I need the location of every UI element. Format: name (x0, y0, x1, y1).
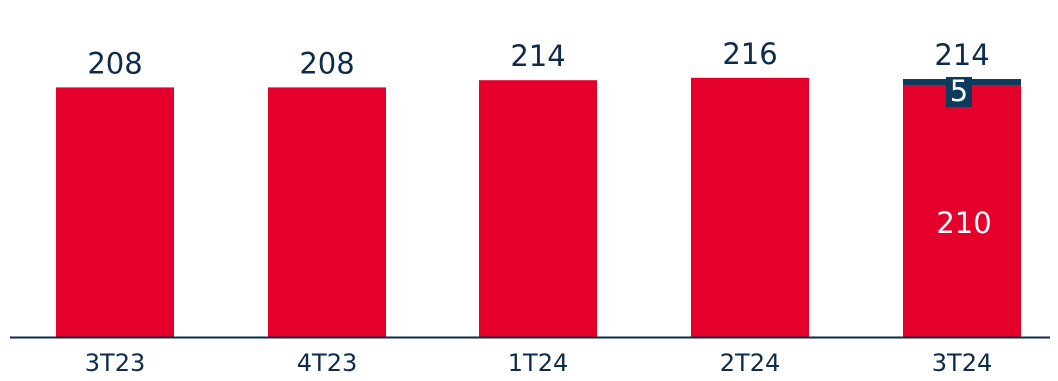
bar-1t24-series-0 (479, 80, 597, 337)
x-tick-4t23: 4T23 (297, 349, 357, 377)
segment-label-3t24-secondary: 5 (950, 74, 968, 108)
segment-label-box-3t24 (946, 77, 972, 107)
value-label-3t23: 208 (87, 46, 142, 80)
bar-4t23-series-0 (268, 87, 386, 338)
value-label-1t24: 214 (510, 39, 565, 73)
segment-label-3t24-primary: 210 (936, 206, 991, 240)
x-tick-3t24: 3T24 (932, 349, 992, 377)
value-label-4t23: 208 (299, 46, 354, 80)
value-label-3t24: 214 (934, 38, 989, 72)
bar-3t23-series-0 (56, 87, 174, 338)
bar-3t24-series-0 (903, 85, 1021, 337)
x-tick-3t23: 3T23 (85, 349, 145, 377)
bar-2t24-series-0 (691, 77, 809, 338)
x-tick-1t24: 1T24 (508, 349, 568, 377)
x-tick-2t24: 2T24 (720, 349, 780, 377)
value-label-2t24: 216 (722, 37, 777, 71)
